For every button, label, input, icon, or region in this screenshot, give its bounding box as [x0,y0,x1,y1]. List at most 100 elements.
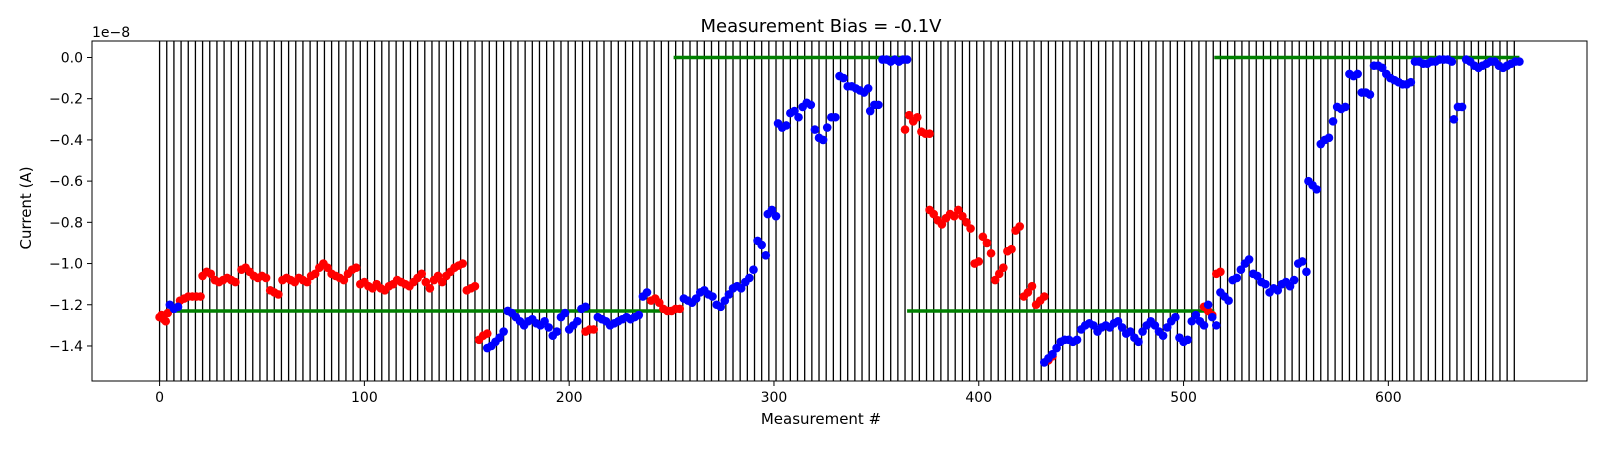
blue-data-point [1158,331,1168,340]
blue-data-point [818,135,828,145]
red-data-point [482,329,492,338]
blue-data-point [691,294,701,303]
y-axis: 0.0 −0.2 −0.4 −0.6 −0.8 −1.0 −1.2 −1.4 [49,50,92,355]
blue-data-point [499,327,508,336]
red-data-point [982,238,992,248]
red-data-point [1027,281,1037,291]
y-tick-label: −1.0 [49,257,83,273]
red-data-point [351,263,361,272]
red-data-point [206,269,216,279]
red-data-point [1007,244,1016,254]
blue-data-point [1150,321,1160,330]
blue-data-point [1203,300,1213,310]
blue-data-point [1261,279,1270,289]
blue-data-point [1134,337,1143,347]
x-tick-label: 300 [761,390,788,406]
blue-data-point [1212,321,1221,330]
blue-data-point [1244,255,1254,264]
red-data-point [1015,222,1025,231]
blue-data-point [1273,286,1283,295]
y-tick-label: −1.2 [49,298,83,314]
blue-data-point [720,296,730,305]
blue-data-point [1298,257,1307,266]
red-data-point [302,277,312,287]
red-data-point [310,269,320,279]
blue-data-point [1515,57,1524,66]
red-data-point [421,277,431,287]
blue-data-point [560,308,570,318]
plot-frame [91,40,1588,382]
blue-data-point [1191,310,1201,320]
red-data-point [978,232,988,242]
blue-data-point [1324,133,1334,143]
red-data-point [953,205,963,215]
red-data-point [904,110,914,120]
red-data-point [654,298,664,307]
blue-data-point [1207,312,1217,322]
x-axis-label: Measurement # [761,410,881,428]
blue-data-point [822,123,832,132]
red-data-point [161,316,171,326]
red-data-point [163,308,173,318]
blue-data-point [716,302,726,312]
blue-data-point [1341,102,1350,112]
y-tick-label: −0.4 [49,133,83,149]
blue-data-point [767,205,777,215]
blue-data-point [831,112,840,122]
level-lines [165,55,1520,313]
x-tick-label: 500 [1170,390,1197,406]
red-data-point [323,263,332,272]
blue-data-point [736,283,746,293]
red-data-point [1216,267,1225,277]
blue-data-point [749,265,758,275]
blue-data-point [173,302,183,312]
blue-data-point [1406,77,1416,87]
blue-data-point [1328,117,1338,126]
red-data-point [417,269,427,279]
x-tick-label: 400 [965,390,992,406]
red-data-point [675,304,685,314]
blue-data-point [1162,323,1172,332]
blue-data-point [1252,271,1262,281]
blue-data-point [1365,90,1375,99]
blue-data-point [544,323,553,332]
blue-data-point [495,333,504,343]
blue-data-point [1353,69,1362,79]
red-data-point [900,125,910,134]
blue-data-point [874,100,883,110]
red-data-point [949,211,959,221]
x-tick-label: 0 [155,390,164,406]
red-data-point [458,259,467,268]
blue-data-point [1377,63,1387,73]
y-tick-label: −0.8 [49,215,83,231]
red-data-point [990,275,1000,285]
red-data-point [999,263,1008,272]
chart-title: Measurement Bias = -0.1V [700,16,942,37]
red-data-point [1039,292,1049,301]
blue-data-point [1187,316,1197,326]
blue-data-point [1126,327,1135,336]
blue-data-point [761,251,771,260]
red-data-point [274,290,283,299]
red-data-point [433,271,443,281]
blue-data-point [1113,316,1123,326]
y-tick-label: −1.4 [49,339,83,355]
blue-data-point [724,290,734,299]
blue-data-point [573,316,582,326]
data-points [155,55,1524,367]
blue-data-point [1048,349,1057,359]
y-tick-label: −0.6 [49,174,83,190]
blue-data-point [794,112,803,122]
red-data-point [937,220,947,229]
blue-data-point [865,106,875,116]
blue-data-point [810,125,820,134]
blue-data-point [1089,321,1098,330]
blue-data-point [1052,343,1061,353]
red-data-point [994,269,1004,279]
blue-data-point [1138,327,1147,336]
red-data-point [962,218,971,227]
blue-data-point [1312,185,1321,194]
separator-lines [158,41,1515,381]
red-data-point [966,224,975,233]
